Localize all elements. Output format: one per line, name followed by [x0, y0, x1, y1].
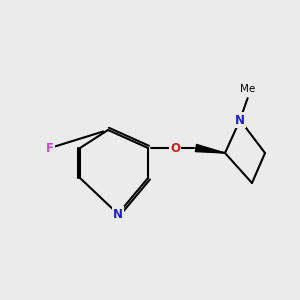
Text: Me: Me — [240, 84, 256, 94]
Polygon shape — [195, 145, 225, 153]
Text: O: O — [170, 142, 180, 154]
Text: N: N — [113, 208, 123, 220]
Text: N: N — [235, 113, 245, 127]
Text: F: F — [46, 142, 54, 154]
